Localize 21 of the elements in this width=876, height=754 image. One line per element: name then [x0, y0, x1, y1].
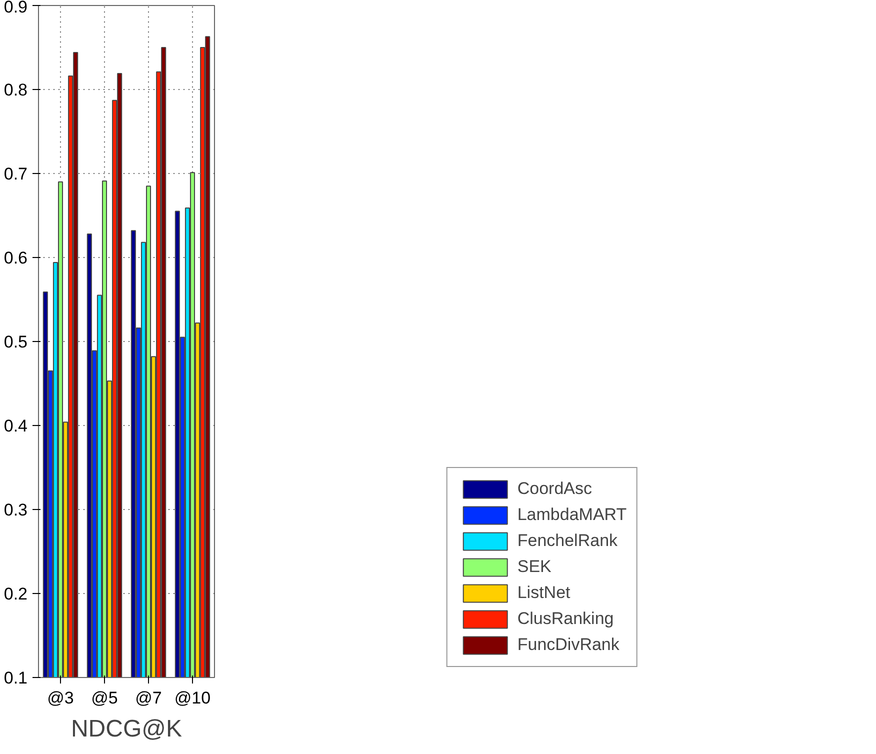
y-tick-label: 0.9: [4, 0, 28, 16]
x-axis-title: NDCG@K: [70, 716, 182, 742]
x-tick-label: @10: [174, 688, 211, 708]
legend-label: SEK: [517, 557, 552, 577]
legend-label: CoordAsc: [517, 479, 592, 499]
legend-label: ListNet: [517, 583, 570, 603]
legend-label: FuncDivRank: [517, 635, 620, 655]
legend-label: FenchelRank: [517, 531, 618, 551]
legend-label: ClusRanking: [517, 609, 614, 629]
x-tick-label: @5: [91, 688, 118, 708]
legend-label: LambdaMART: [517, 505, 627, 525]
y-tick-label: 0.3: [4, 500, 28, 520]
y-tick-label: 0.5: [4, 332, 28, 352]
y-tick-label: 0.4: [4, 416, 28, 436]
y-tick-label: 0.7: [4, 164, 28, 184]
y-tick-label: 0.6: [4, 248, 28, 268]
y-tick-label: 0.1: [4, 668, 28, 688]
x-tick-label: @3: [47, 688, 74, 708]
x-tick-label: @7: [135, 688, 162, 708]
y-tick-label: 0.2: [4, 584, 28, 604]
y-tick-label: 0.8: [4, 80, 28, 100]
